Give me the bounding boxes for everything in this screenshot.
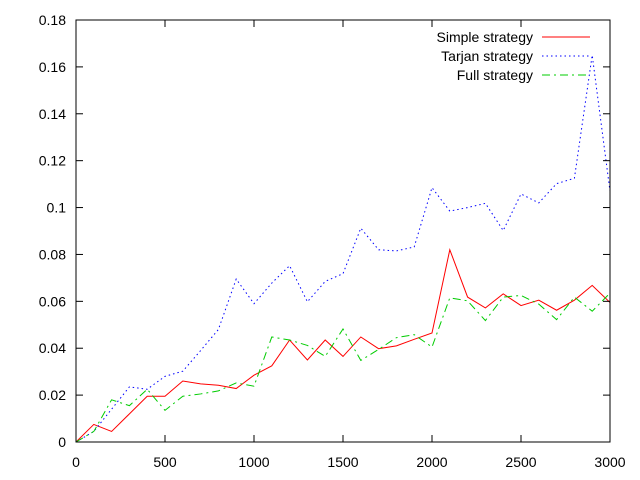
- series-line-tarjan-strategy: [75, 55, 611, 443]
- x-tick-label: 2000: [416, 454, 447, 470]
- x-axis-tick-labels: 0 500 1000 1500 2000 2500 3000: [72, 454, 626, 470]
- x-tick-label: 0: [72, 454, 80, 470]
- y-tick-label: 0: [58, 434, 66, 450]
- x-tick-label: 2500: [505, 454, 536, 470]
- y-tick-label: 0.08: [39, 246, 66, 262]
- legend-label-simple-strategy: Simple strategy: [437, 29, 533, 45]
- x-tick-label: 3000: [594, 454, 625, 470]
- x-tick-label: 500: [153, 454, 177, 470]
- series-line-simple-strategy: [75, 247, 611, 443]
- y-tick-label: 0.14: [39, 106, 66, 122]
- y-axis-tick-labels: 0 0.02 0.04 0.06 0.08 0.1 0.12 0.14 0.16 0.18: [39, 12, 66, 450]
- plot-frame: [75, 19, 611, 443]
- x-tick-label: 1500: [327, 454, 358, 470]
- y-tick-label: 0.12: [39, 153, 66, 169]
- legend-label-tarjan-strategy: Tarjan strategy: [441, 48, 533, 64]
- y-tick-label: 0.1: [47, 200, 67, 216]
- x-tick-label: 1000: [238, 454, 269, 470]
- y-tick-label: 0.16: [39, 59, 66, 75]
- legend-label-full-strategy: Full strategy: [457, 67, 533, 83]
- legend: Simple strategy Tarjan strategy Full str…: [437, 29, 590, 83]
- y-tick-label: 0.04: [39, 340, 66, 356]
- series-layer: [75, 55, 611, 443]
- y-tick-label: 0.02: [39, 387, 66, 403]
- y-tick-label: 0.06: [39, 293, 66, 309]
- y-tick-label: 0.18: [39, 12, 66, 28]
- series-line-full-strategy: [75, 292, 611, 443]
